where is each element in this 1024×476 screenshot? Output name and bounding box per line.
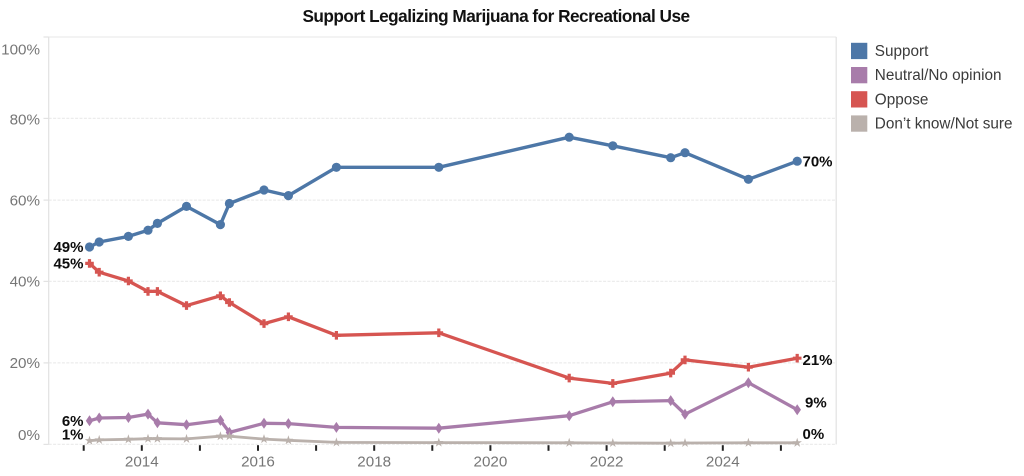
svg-text:21%: 21% — [803, 352, 833, 369]
svg-text:49%: 49% — [53, 239, 83, 256]
svg-text:6%: 6% — [62, 413, 84, 430]
svg-text:2024: 2024 — [706, 454, 740, 471]
svg-text:Support: Support — [875, 43, 929, 60]
svg-text:60%: 60% — [10, 192, 40, 209]
svg-text:40%: 40% — [10, 274, 40, 291]
svg-text:2020: 2020 — [474, 454, 508, 471]
svg-text:70%: 70% — [803, 153, 833, 170]
svg-text:2022: 2022 — [590, 454, 624, 471]
svg-text:20%: 20% — [10, 355, 40, 372]
svg-text:45%: 45% — [53, 255, 83, 272]
svg-text:100%: 100% — [1, 42, 40, 59]
svg-text:Oppose: Oppose — [875, 91, 929, 108]
svg-text:1%: 1% — [62, 427, 84, 444]
svg-text:9%: 9% — [805, 395, 827, 412]
svg-text:0%: 0% — [18, 427, 40, 444]
svg-text:Support Legalizing Marijuana f: Support Legalizing Marijuana for Recreat… — [302, 6, 689, 26]
svg-text:0%: 0% — [803, 426, 825, 443]
svg-text:2018: 2018 — [357, 454, 391, 471]
svg-text:80%: 80% — [10, 112, 40, 129]
svg-text:Don’t know/Not sure: Don’t know/Not sure — [875, 116, 1013, 133]
svg-text:Neutral/No opinion: Neutral/No opinion — [875, 67, 1002, 84]
svg-text:2014: 2014 — [125, 454, 159, 471]
svg-text:2016: 2016 — [241, 454, 275, 471]
